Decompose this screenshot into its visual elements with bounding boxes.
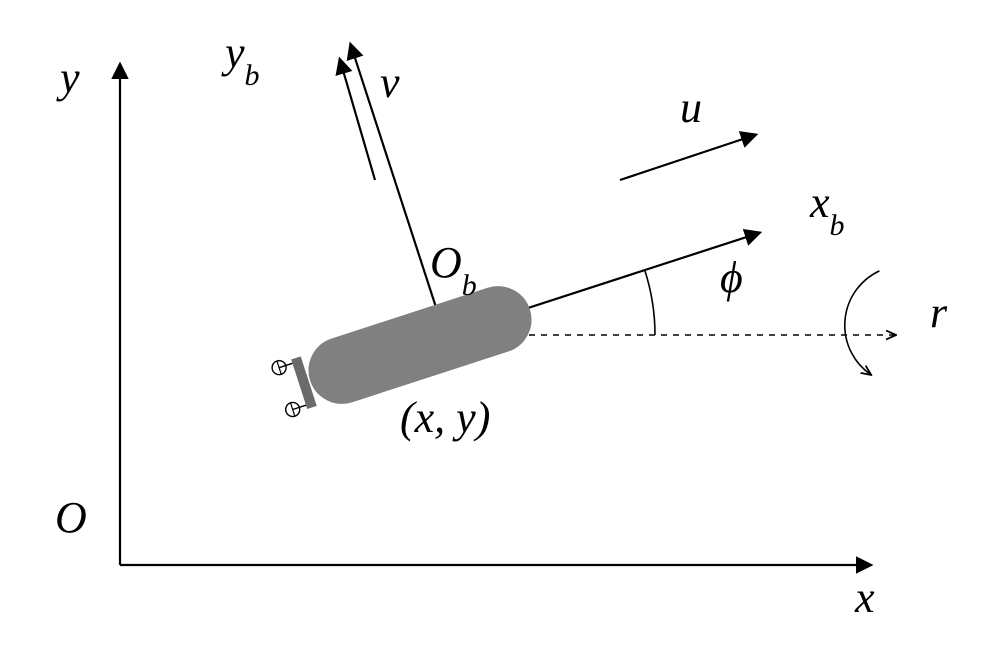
label-xb: xb [810, 181, 845, 233]
label-x: x [855, 576, 875, 620]
label-r: r [930, 291, 947, 335]
diagram-canvas: OxyObxbybuvϕr(x, y) [0, 0, 1000, 659]
label-Ob: Ob [430, 241, 477, 293]
label-u-text: u [680, 83, 702, 132]
phi-arc [645, 270, 655, 335]
label-phi-text: ϕ [720, 253, 743, 302]
rotation-curve [845, 271, 880, 375]
label-v-text: v [380, 58, 400, 107]
diagram-svg [0, 0, 1000, 659]
label-O: O [55, 496, 87, 540]
label-Ob-text: O [430, 238, 462, 287]
label-xb-sub: b [830, 209, 845, 242]
label-phi: ϕ [720, 256, 743, 300]
label-r-text: r [930, 288, 947, 337]
label-v: v [380, 61, 400, 105]
label-y: y [60, 56, 80, 100]
vehicle-hull [300, 278, 539, 412]
label-yb-sub: b [245, 59, 260, 92]
v-velocity-arrow [340, 60, 375, 180]
label-yb-text: y [225, 28, 245, 77]
label-u: u [680, 86, 702, 130]
u-velocity-arrow [620, 135, 755, 180]
label-coords-text: (x, y) [400, 393, 490, 442]
label-coords: (x, y) [400, 396, 490, 440]
label-y-text: y [60, 53, 80, 102]
phi-angle-arc [645, 270, 655, 335]
label-x-text: x [855, 573, 875, 622]
label-O-text: O [55, 493, 87, 542]
rotation-arrow [845, 271, 880, 375]
label-yb: yb [225, 31, 260, 83]
label-Ob-sub: b [462, 269, 477, 302]
label-xb-text: x [810, 178, 830, 227]
